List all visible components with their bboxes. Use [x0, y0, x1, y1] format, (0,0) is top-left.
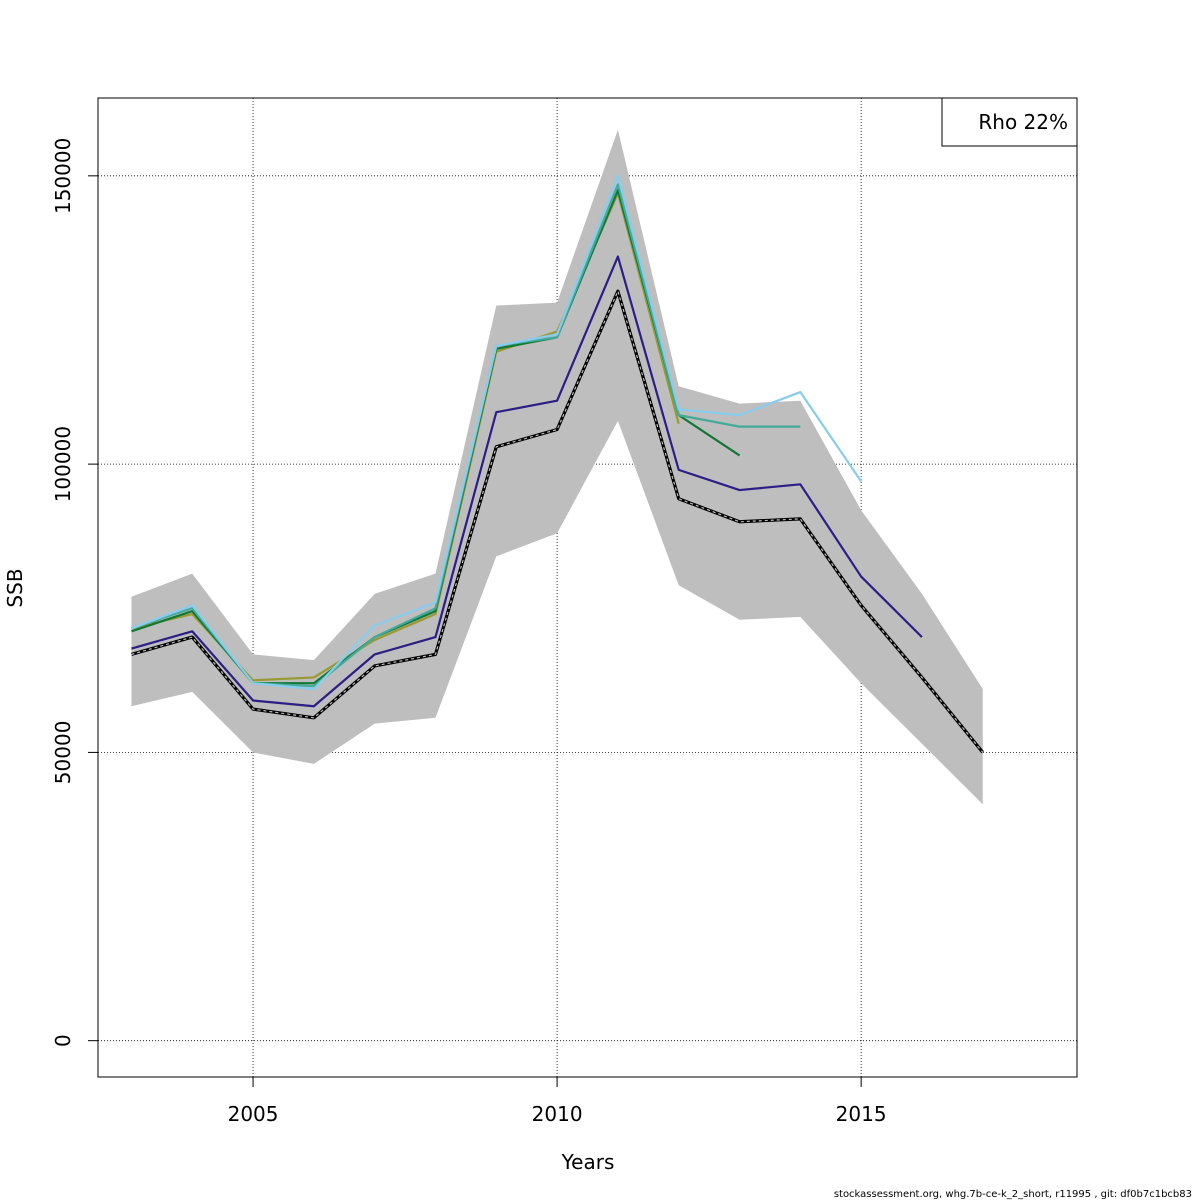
series-line-peel2	[131, 174, 863, 691]
confidence-band	[131, 129, 983, 805]
x-tick-label: 2015	[836, 1102, 887, 1126]
series-layer	[131, 174, 984, 754]
y-tick-label: 0	[51, 1034, 75, 1047]
y-axis-label: SSB	[3, 568, 27, 607]
x-axis-label: Years	[561, 1150, 615, 1174]
series-line-peel1	[131, 255, 923, 708]
x-tick-label: 2005	[228, 1102, 279, 1126]
series-line-base	[131, 289, 984, 754]
legend: Rho 22%	[941, 97, 1078, 147]
y-axis: 0 50000 100000 150000	[51, 138, 98, 1047]
y-tick-label: 50000	[51, 721, 75, 785]
y-tick-label: 100000	[51, 426, 75, 502]
y-tick-label: 150000	[51, 138, 75, 214]
x-axis: 2005 2010 2015	[228, 1077, 887, 1126]
plot-frame	[97, 97, 1078, 1078]
legend-box	[941, 97, 1078, 147]
footer-caption: stockassessment.org, whg.7b-ce-k_2_short…	[834, 1189, 1192, 1200]
legend-text: Rho 22%	[978, 110, 1068, 134]
confidence-band-layer	[131, 129, 983, 805]
x-tick-label: 2010	[532, 1102, 583, 1126]
